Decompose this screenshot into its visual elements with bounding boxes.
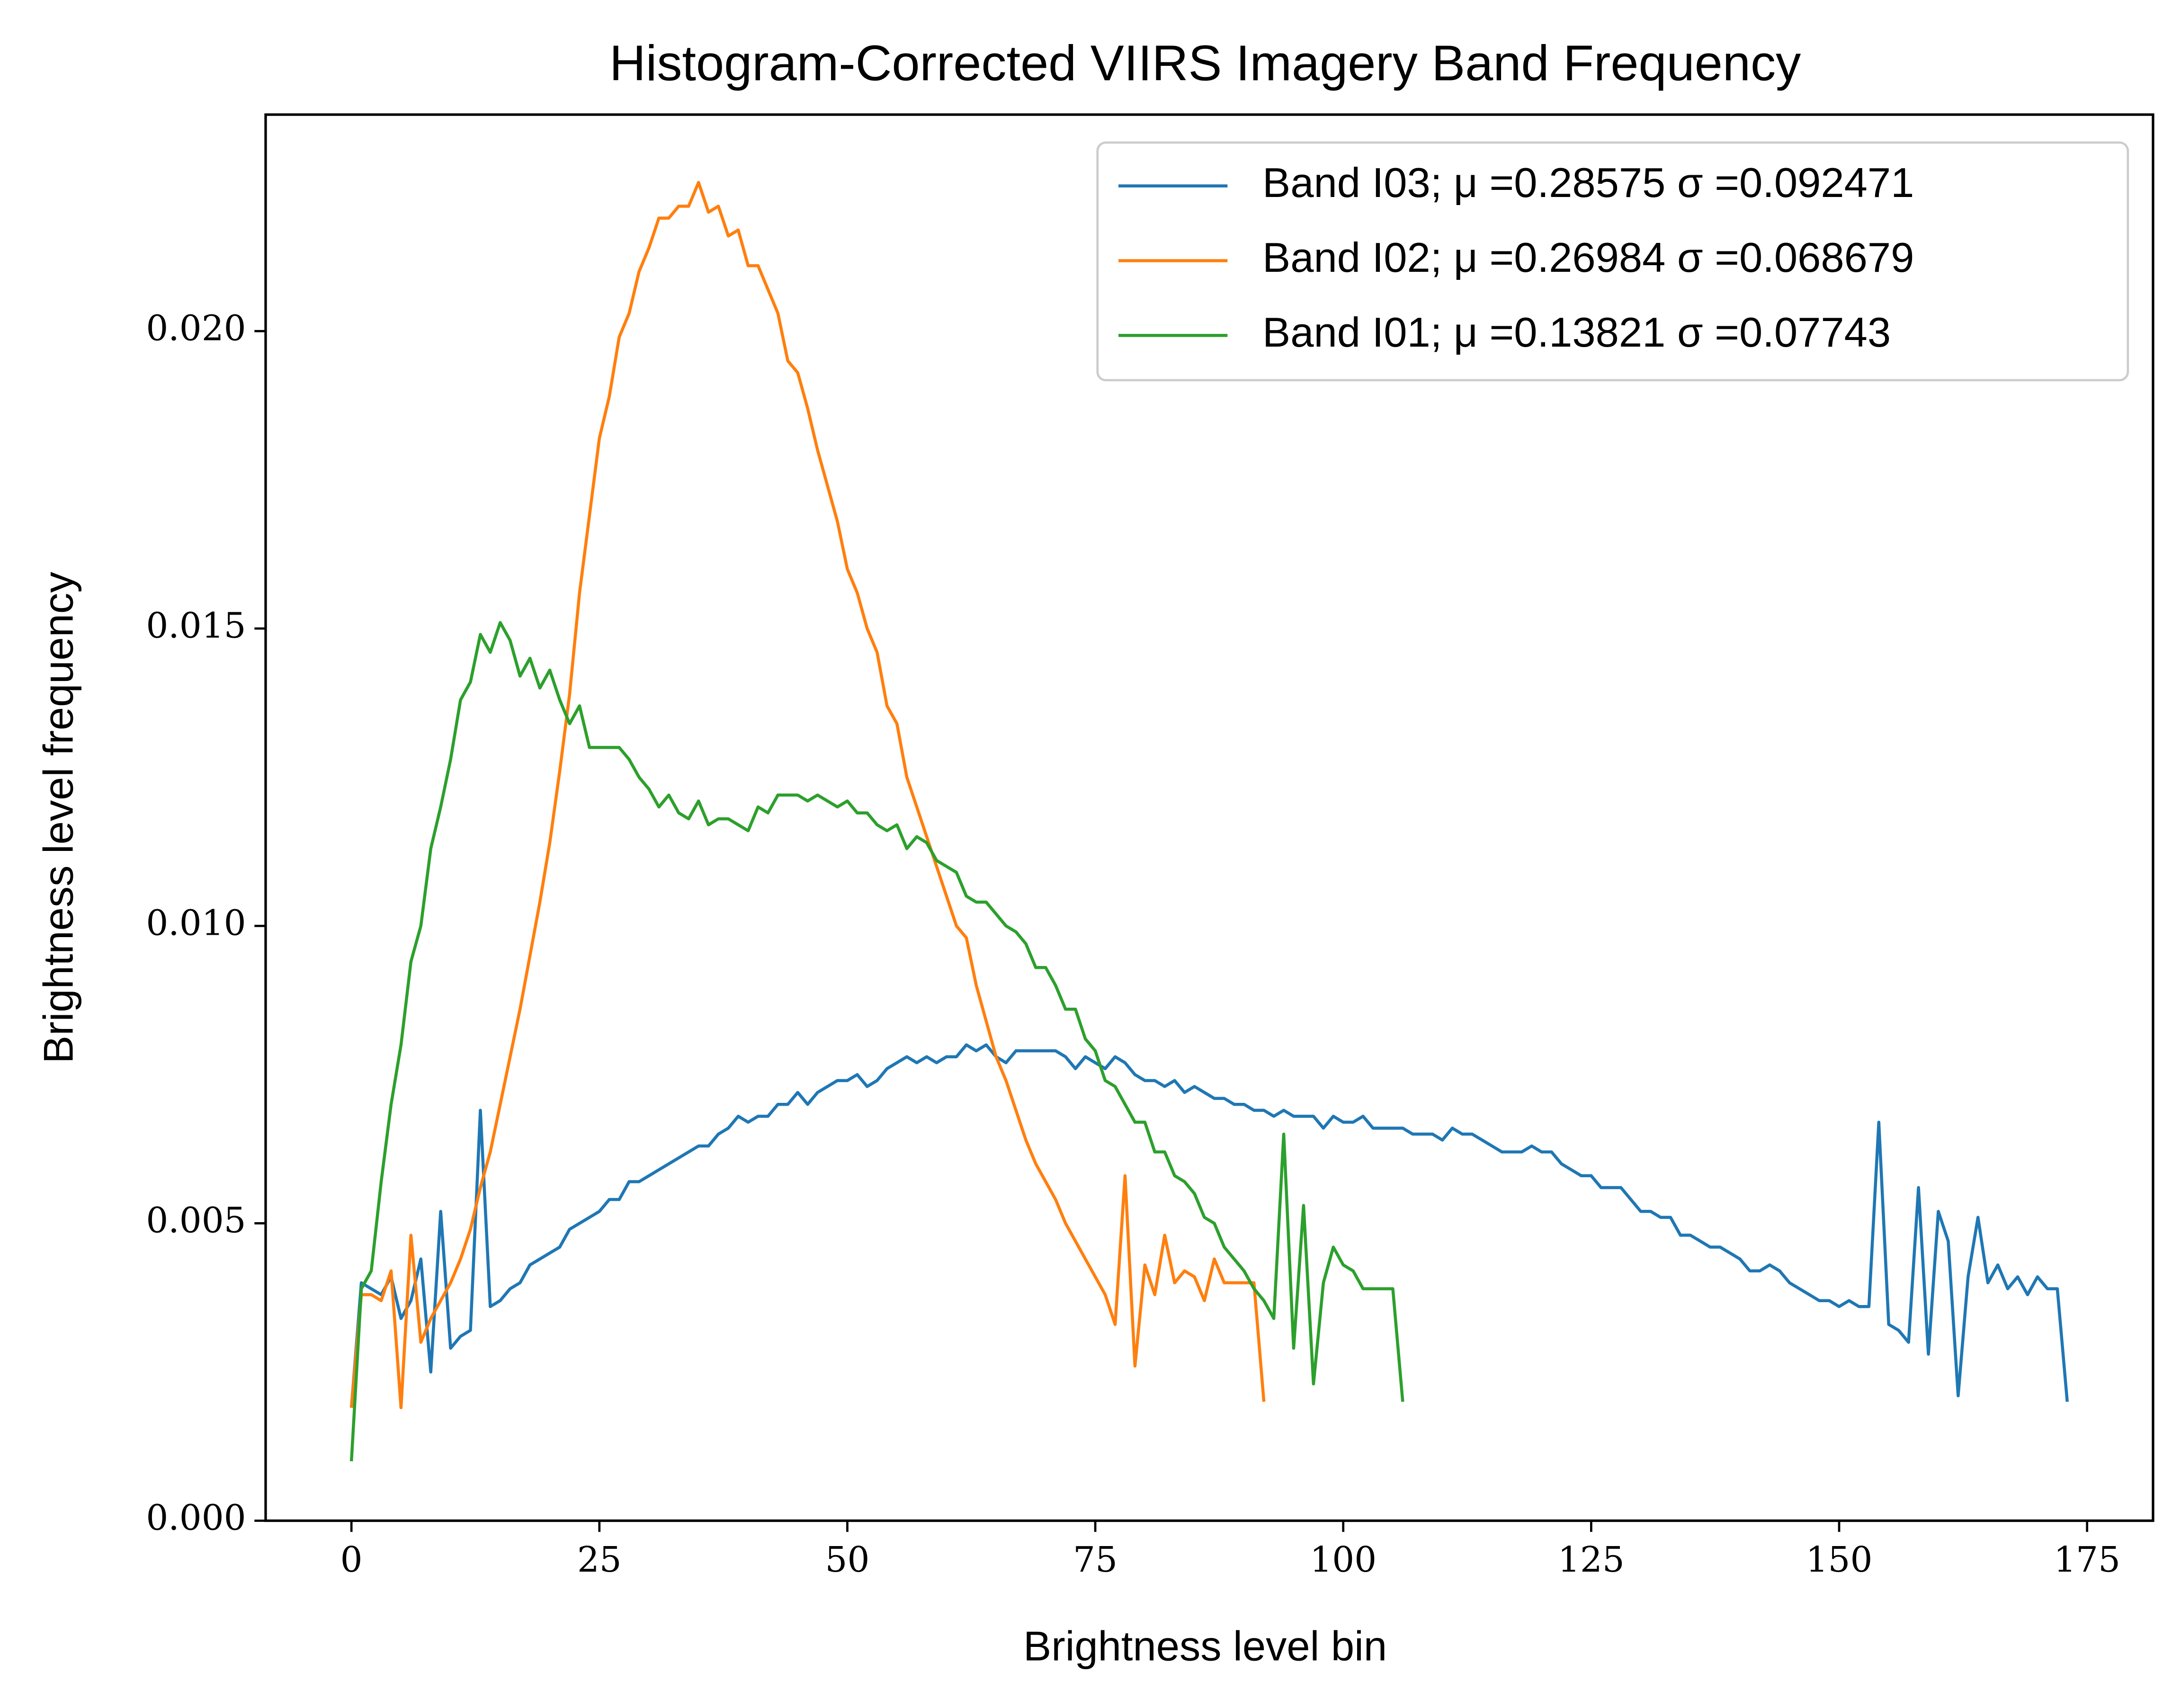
series-line bbox=[349, 1043, 2069, 1408]
y-tick-label: 0.010 bbox=[146, 903, 246, 943]
y-tick-label: 0.015 bbox=[146, 605, 246, 646]
x-tick-label: 125 bbox=[1558, 1539, 1625, 1580]
legend-label: Band I02; μ =0.26984 σ =0.068679 bbox=[1262, 234, 1914, 281]
legend-box bbox=[1096, 141, 2129, 382]
x-tick-label: 150 bbox=[1806, 1539, 1873, 1580]
legend-label: Band I01; μ =0.13821 σ =0.07743 bbox=[1262, 309, 1891, 356]
y-tick-label: 0.020 bbox=[146, 308, 246, 349]
y-tick-label: 0.000 bbox=[146, 1497, 246, 1538]
series-line bbox=[349, 621, 1404, 1462]
x-tick-label: 50 bbox=[825, 1539, 869, 1580]
x-tick-label: 100 bbox=[1310, 1539, 1377, 1580]
series-line bbox=[349, 180, 1266, 1410]
plot-frame bbox=[264, 113, 2154, 1522]
x-tick-label: 25 bbox=[577, 1539, 622, 1580]
y-axis-label: Brightness level frequency bbox=[35, 572, 81, 1064]
x-tick-label: 0 bbox=[340, 1539, 363, 1580]
x-axis-label: Brightness level bin bbox=[1023, 1622, 1387, 1669]
y-tick-label: 0.005 bbox=[146, 1200, 246, 1241]
legend-label: Band I03; μ =0.28575 σ =0.092471 bbox=[1262, 159, 1914, 206]
x-tick-label: 75 bbox=[1073, 1539, 1117, 1580]
chart-title: Histogram-Corrected VIIRS Imagery Band F… bbox=[609, 35, 1801, 91]
x-tick-label: 175 bbox=[2054, 1539, 2120, 1580]
